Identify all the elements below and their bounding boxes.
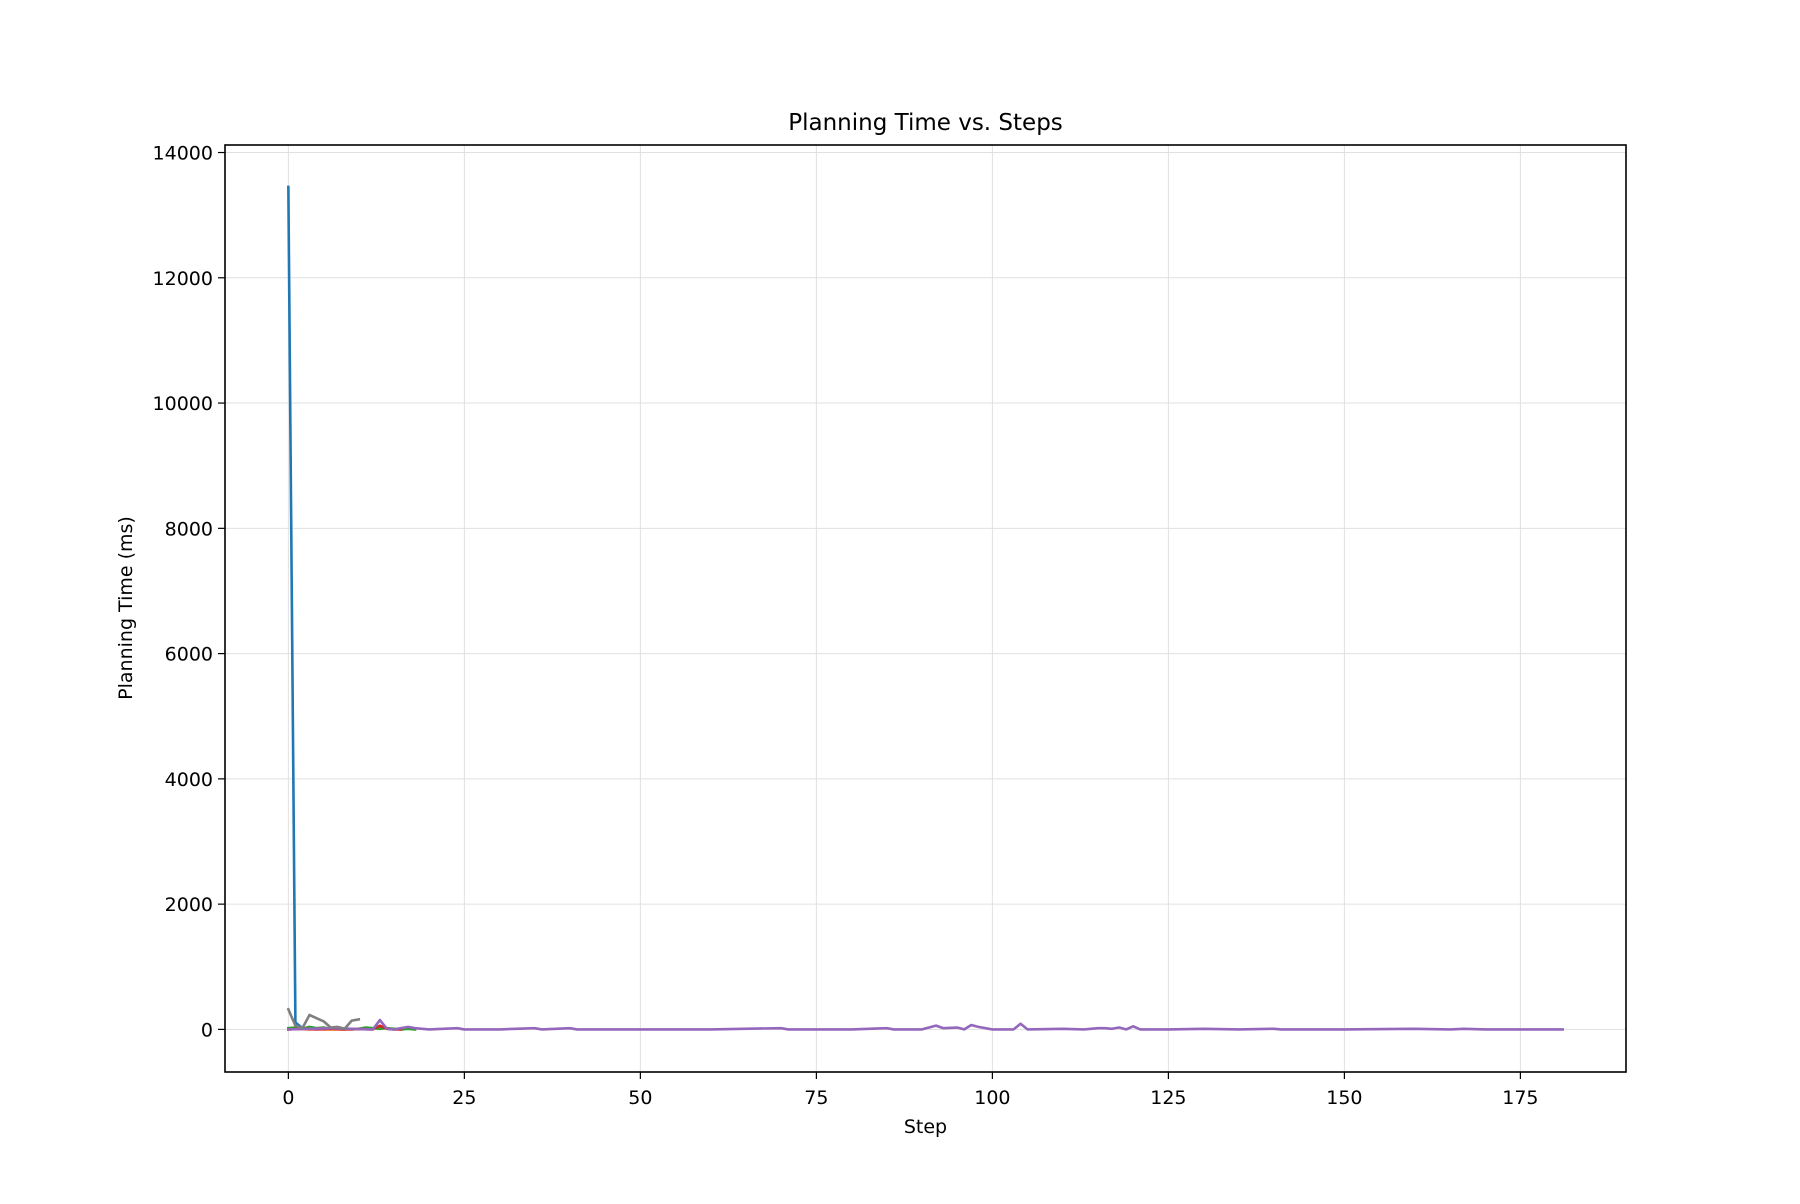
y-tick-label: 4000 <box>165 769 213 791</box>
x-tick-label: 100 <box>974 1087 1010 1109</box>
x-axis-label: Step <box>904 1116 947 1138</box>
grid-layer <box>225 145 1626 1072</box>
x-tick-label: 25 <box>452 1087 476 1109</box>
series-line-1 <box>287 185 361 1031</box>
y-tick-label: 0 <box>201 1019 213 1041</box>
y-tick-label: 12000 <box>153 268 213 290</box>
chart-title: Planning Time vs. Steps <box>788 110 1063 136</box>
x-tick-label: 50 <box>628 1087 652 1109</box>
y-tick-label: 14000 <box>153 143 213 165</box>
series-line-6 <box>286 1007 361 1031</box>
x-tick-label: 75 <box>804 1087 828 1109</box>
x-tick-label: 125 <box>1150 1087 1186 1109</box>
x-tick-label: 150 <box>1326 1087 1362 1109</box>
y-axis-label: Planning Time (ms) <box>115 516 137 700</box>
x-axis-ticks: 0 25 50 75 100 125 150 175 <box>282 1072 1539 1109</box>
y-tick-label: 10000 <box>153 393 213 415</box>
y-tick-label: 8000 <box>165 518 213 540</box>
x-tick-label: 0 <box>282 1087 294 1109</box>
series-line-5 <box>287 1018 1564 1031</box>
x-tick-label: 175 <box>1502 1087 1538 1109</box>
y-tick-label: 2000 <box>165 894 213 916</box>
plot-frame <box>224 144 1627 1073</box>
y-axis-ticks: 0 2000 4000 6000 8000 10000 12000 14000 <box>153 143 225 1041</box>
y-tick-label: 6000 <box>165 644 213 666</box>
series-layer <box>286 185 1564 1031</box>
